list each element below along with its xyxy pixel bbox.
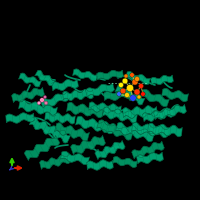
Polygon shape bbox=[55, 123, 89, 141]
Circle shape bbox=[132, 79, 138, 85]
Circle shape bbox=[124, 92, 130, 98]
Circle shape bbox=[44, 101, 48, 105]
Circle shape bbox=[117, 92, 121, 96]
Polygon shape bbox=[73, 69, 97, 81]
Polygon shape bbox=[123, 106, 157, 118]
Circle shape bbox=[37, 101, 41, 105]
Polygon shape bbox=[141, 90, 169, 106]
Polygon shape bbox=[71, 135, 105, 155]
Polygon shape bbox=[132, 122, 168, 138]
Polygon shape bbox=[19, 100, 57, 116]
Polygon shape bbox=[162, 88, 188, 102]
Polygon shape bbox=[45, 112, 75, 124]
Polygon shape bbox=[89, 102, 121, 114]
Polygon shape bbox=[116, 122, 154, 142]
Polygon shape bbox=[40, 155, 70, 169]
Circle shape bbox=[130, 73, 134, 77]
Polygon shape bbox=[132, 141, 164, 159]
Polygon shape bbox=[52, 79, 78, 91]
Polygon shape bbox=[115, 85, 145, 105]
Polygon shape bbox=[148, 123, 182, 137]
Polygon shape bbox=[154, 104, 186, 120]
Polygon shape bbox=[86, 83, 114, 97]
Circle shape bbox=[138, 84, 144, 88]
Polygon shape bbox=[97, 70, 123, 80]
Polygon shape bbox=[67, 102, 103, 118]
Circle shape bbox=[141, 92, 145, 96]
Polygon shape bbox=[151, 75, 173, 85]
Circle shape bbox=[134, 89, 140, 95]
Circle shape bbox=[122, 78, 128, 84]
Circle shape bbox=[124, 74, 128, 78]
Polygon shape bbox=[41, 92, 69, 108]
Polygon shape bbox=[12, 87, 44, 103]
Circle shape bbox=[40, 98, 44, 102]
Circle shape bbox=[120, 88, 126, 94]
Polygon shape bbox=[143, 108, 173, 122]
Circle shape bbox=[134, 76, 140, 82]
Polygon shape bbox=[19, 73, 41, 87]
Polygon shape bbox=[76, 116, 114, 134]
Polygon shape bbox=[97, 120, 133, 140]
Polygon shape bbox=[63, 89, 93, 101]
Polygon shape bbox=[113, 157, 137, 167]
Circle shape bbox=[43, 95, 47, 99]
Circle shape bbox=[127, 84, 134, 92]
Polygon shape bbox=[24, 136, 60, 160]
Polygon shape bbox=[29, 117, 71, 143]
Polygon shape bbox=[104, 90, 132, 100]
Circle shape bbox=[137, 95, 141, 99]
Circle shape bbox=[118, 82, 124, 88]
Polygon shape bbox=[87, 160, 113, 170]
Polygon shape bbox=[61, 151, 89, 165]
Polygon shape bbox=[6, 113, 34, 123]
Polygon shape bbox=[126, 72, 150, 84]
Polygon shape bbox=[103, 107, 137, 123]
Polygon shape bbox=[137, 152, 163, 164]
Polygon shape bbox=[35, 70, 55, 86]
Polygon shape bbox=[95, 140, 125, 160]
Circle shape bbox=[130, 95, 136, 101]
